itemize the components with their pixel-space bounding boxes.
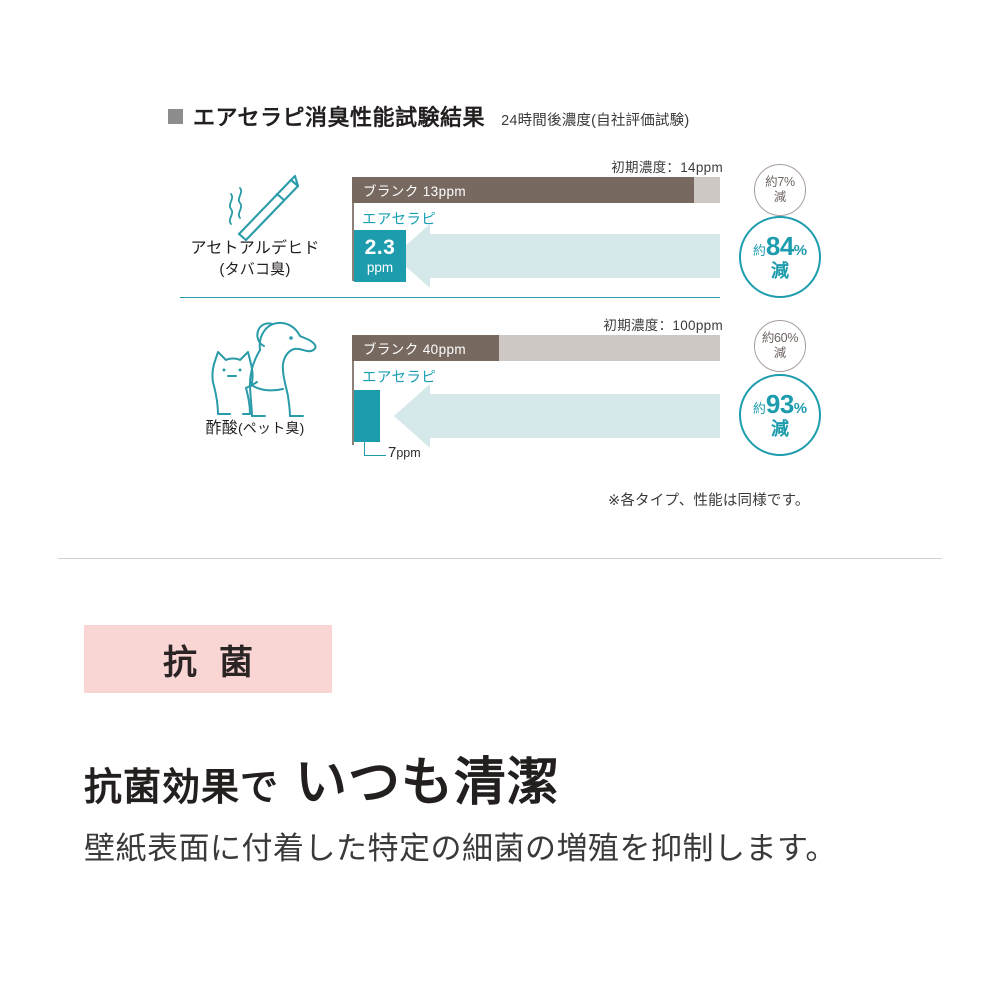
- product-value-unit: ppm: [366, 260, 394, 276]
- blank-bar-label: ブランク 13ppm: [363, 184, 467, 199]
- product-reduction-suffix: 減: [771, 260, 789, 281]
- antibacterial-badge-wrap: 抗菌: [84, 625, 340, 701]
- blank-bar-track: ブランク 13ppm: [352, 177, 720, 203]
- antibacterial-badge-label: 抗菌: [163, 643, 275, 682]
- chart-title: エアセラピ消臭性能試験結果 24時間後濃度(自社評価試験): [168, 100, 689, 132]
- row-caption-main: アセトアルデヒド: [190, 240, 320, 257]
- odor-row-acetic-acid: 初期濃度：100ppm ブランク 40ppm エアセラピ 7ppm 約60% 減: [0, 310, 1000, 485]
- chart-title-sub: 24時間後濃度(自社評価試験): [501, 113, 690, 129]
- row-divider: [180, 297, 720, 298]
- dog-cat-icon: [188, 316, 320, 433]
- product-value-caption: 7ppm: [388, 444, 421, 461]
- antibacterial-badge: 抗菌: [84, 625, 340, 701]
- blank-bar-fill: ブランク 13ppm: [352, 177, 694, 203]
- product-value-box: 2.3 ppm: [354, 230, 406, 282]
- odor-test-section: エアセラピ消臭性能試験結果 24時間後濃度(自社評価試験) 初期濃度：14ppm…: [0, 100, 1000, 509]
- row-caption-acetic-acid: 酢酸(ペット臭): [160, 418, 350, 440]
- row-caption-sub: (タバコ臭): [219, 260, 291, 278]
- blank-reduction-value: 約7%: [765, 174, 795, 189]
- blank-reduction-suffix: 減: [773, 346, 787, 360]
- blank-reduction-suffix: 減: [773, 190, 787, 204]
- chart-title-main: エアセラピ消臭性能試験結果: [193, 105, 486, 130]
- row-caption-sub: (ペット臭): [237, 420, 305, 436]
- section-divider: [58, 558, 942, 559]
- product-reduction-number: 93: [765, 389, 794, 420]
- initial-concentration-label: 初期濃度：14ppm: [611, 160, 723, 175]
- blank-bar-label: ブランク 40ppm: [363, 342, 467, 357]
- cigarette-icon: [215, 168, 307, 247]
- product-name-label: エアセラピ: [362, 370, 437, 386]
- product-reduction-prefix: 約: [752, 243, 766, 259]
- blank-bar-track: ブランク 40ppm: [352, 335, 720, 361]
- reduction-arrow-band: [430, 234, 720, 278]
- blank-bar-fill: ブランク 40ppm: [352, 335, 500, 361]
- headline-lead: 抗菌効果で: [84, 767, 280, 809]
- product-reduction-number: 84: [765, 231, 794, 262]
- row-caption-acetaldehyde: アセトアルデヒド (タバコ臭): [160, 238, 350, 280]
- leader-value-number: 7: [388, 444, 397, 461]
- product-reduction-value: 約 93%: [752, 389, 808, 420]
- row-caption-main: 酢酸: [205, 420, 238, 437]
- footnote: ※各タイプ、性能は同様です。: [608, 493, 810, 509]
- product-reduction-badge: 約 84% 減: [739, 216, 821, 298]
- blank-reduction-badge: 約60% 減: [754, 320, 806, 372]
- product-reduction-badge: 約 93% 減: [739, 374, 821, 456]
- initial-concentration-label: 初期濃度：100ppm: [603, 318, 723, 333]
- odor-row-acetaldehyde: 初期濃度：14ppm ブランク 13ppm エアセラピ 2.3 ppm 約7%: [0, 150, 1000, 300]
- leader-value-unit: ppm: [396, 446, 421, 460]
- product-reduction-pct: %: [793, 242, 808, 260]
- product-value-box: [354, 390, 380, 442]
- antibacterial-headline: 抗菌効果で いつも清潔: [84, 740, 560, 815]
- product-reduction-prefix: 約: [752, 401, 766, 417]
- product-value-number: 2.3: [364, 236, 396, 260]
- headline-emphasis: いつも清潔: [295, 754, 561, 812]
- product-reduction-suffix: 減: [771, 418, 789, 439]
- reduction-arrow-band: [430, 394, 720, 438]
- blank-reduction-value: 約60%: [761, 330, 799, 345]
- product-reduction-pct: %: [793, 400, 808, 418]
- value-leader-line: [364, 422, 386, 456]
- antibacterial-subcopy: 壁紙表面に付着した特定の細菌の増殖を抑制します。: [84, 831, 837, 866]
- product-reduction-value: 約 84%: [752, 231, 808, 262]
- reduction-arrow-head: [394, 384, 430, 448]
- square-bullet-icon: [168, 109, 183, 124]
- blank-reduction-badge: 約7% 減: [754, 164, 806, 216]
